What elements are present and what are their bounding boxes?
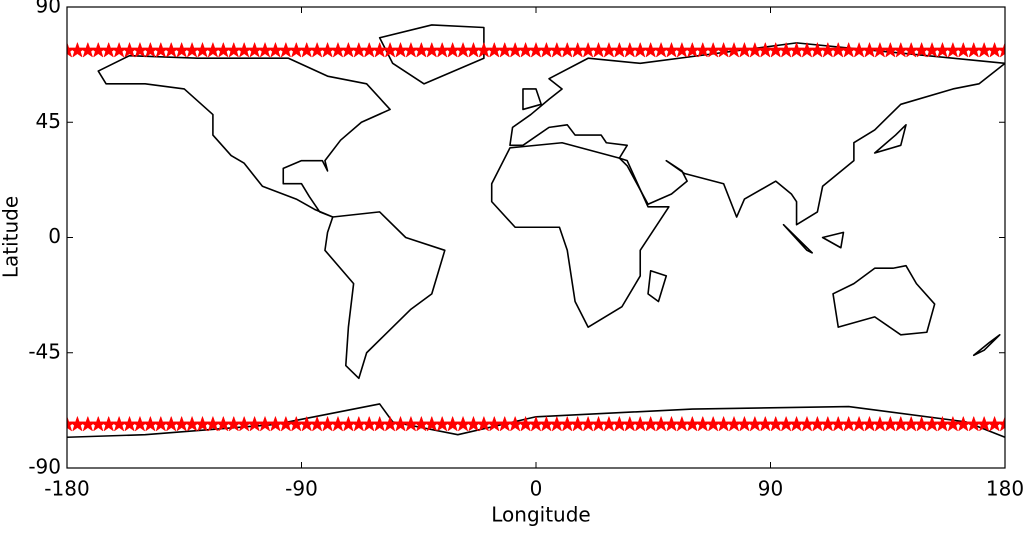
x-axis-label: Longitude bbox=[491, 503, 590, 527]
x-tick-label: 0 bbox=[530, 477, 543, 501]
coastline bbox=[833, 266, 935, 335]
y-tick-label: 90 bbox=[36, 0, 61, 18]
coastline bbox=[380, 25, 484, 84]
x-tick-label: -180 bbox=[44, 477, 89, 501]
coastline bbox=[492, 143, 669, 327]
coastline bbox=[325, 212, 445, 378]
point bbox=[996, 415, 1005, 432]
y-tick-label: 0 bbox=[48, 224, 61, 248]
y-tick-label: 45 bbox=[36, 109, 61, 133]
coastline bbox=[510, 43, 1005, 225]
coastline bbox=[98, 56, 390, 217]
y-tick-label: -45 bbox=[28, 339, 61, 363]
coastlines bbox=[67, 25, 1005, 437]
x-tick-label: 90 bbox=[758, 477, 783, 501]
plot-frame bbox=[66, 6, 1006, 469]
point bbox=[996, 41, 1005, 58]
x-tick-label: -90 bbox=[285, 477, 318, 501]
coastline bbox=[523, 89, 1000, 355]
points bbox=[67, 41, 1005, 432]
y-axis-label: Latitude bbox=[0, 196, 23, 278]
x-tick-label: 180 bbox=[986, 477, 1024, 501]
y-tick-label: -90 bbox=[28, 455, 61, 479]
